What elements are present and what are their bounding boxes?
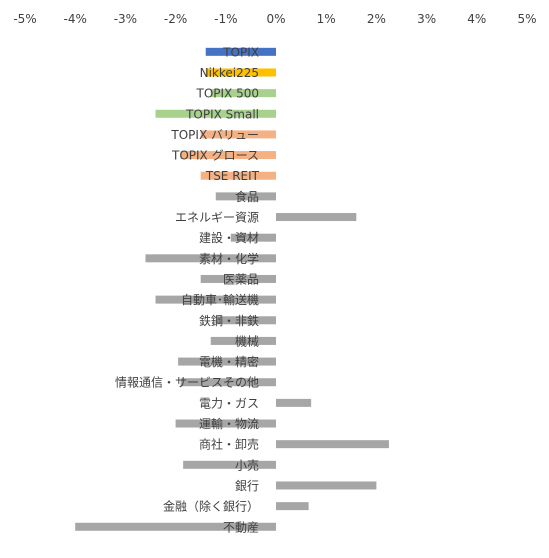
bar bbox=[276, 398, 312, 407]
x-tick-label: -5% bbox=[13, 12, 36, 26]
bar bbox=[215, 192, 276, 201]
bar bbox=[183, 460, 276, 469]
bar bbox=[210, 89, 276, 98]
category-label: 素材・化学 bbox=[199, 251, 259, 266]
category-label: TOPIX Small bbox=[185, 107, 259, 121]
x-tick-label: 1% bbox=[317, 12, 336, 26]
x-tick-label: -1% bbox=[214, 12, 237, 26]
bar bbox=[155, 295, 276, 304]
bar bbox=[200, 171, 276, 180]
x-tick-label: -2% bbox=[164, 12, 187, 26]
x-tick-label: 2% bbox=[367, 12, 386, 26]
category-label: 商社・卸売 bbox=[199, 437, 259, 452]
bars bbox=[75, 47, 389, 531]
category-label: 自動車･輸送機 bbox=[181, 292, 259, 307]
bar bbox=[205, 68, 276, 77]
category-labels: TOPIX Nikkei225 TOPIX 500 TOPIX Small TOPIX … bbox=[115, 45, 260, 534]
x-tick-label: -3% bbox=[114, 12, 137, 26]
bar bbox=[230, 233, 276, 242]
category-label: 建設・資材 bbox=[199, 230, 259, 245]
bar bbox=[210, 336, 276, 345]
category-label: エネルギー資源 bbox=[175, 211, 259, 225]
category-label: 食品 bbox=[235, 189, 259, 204]
category-label: 機械 bbox=[235, 333, 259, 348]
category-label: TOPIX バリュー bbox=[170, 128, 259, 142]
bar bbox=[155, 109, 276, 118]
category-label: 情報通信・サービスその他 bbox=[115, 376, 259, 390]
bar bbox=[180, 378, 276, 387]
x-tick-label: 3% bbox=[417, 12, 436, 26]
category-label: 小売 bbox=[235, 457, 259, 472]
category-label: 不動産 bbox=[223, 519, 259, 534]
category-label: TOPIX 500 bbox=[196, 87, 260, 101]
category-label: Nikkei225 bbox=[200, 66, 259, 80]
bar bbox=[276, 481, 377, 490]
bar bbox=[215, 316, 276, 325]
bar bbox=[205, 47, 276, 56]
bar bbox=[276, 440, 389, 449]
category-label: 医薬品 bbox=[223, 272, 259, 286]
bar bbox=[145, 254, 276, 263]
x-axis-ticks: -5% -4% -3% -2% -1% 0% 1% 2% 3% 4% 5% bbox=[13, 12, 536, 26]
bar bbox=[200, 130, 276, 139]
category-label: TOPIX bbox=[222, 45, 259, 59]
category-label: 電力・ガス bbox=[199, 396, 259, 410]
category-label: 運輸・物流 bbox=[199, 416, 259, 431]
bar bbox=[200, 274, 276, 283]
bar bbox=[276, 213, 357, 222]
category-label: 銀行 bbox=[235, 479, 259, 493]
category-label: 鉄鋼・非鉄 bbox=[199, 313, 259, 328]
x-tick-label: 5% bbox=[517, 12, 536, 26]
x-tick-label: -4% bbox=[64, 12, 87, 26]
bar bbox=[178, 357, 276, 366]
bar bbox=[276, 502, 309, 511]
bar bbox=[175, 419, 276, 428]
category-label: 金融（除く銀行） bbox=[163, 499, 259, 514]
x-tick-label: 0% bbox=[266, 12, 285, 26]
x-tick-label: 4% bbox=[467, 12, 486, 26]
category-label: TSE REIT bbox=[205, 169, 260, 183]
bar bbox=[180, 151, 276, 160]
category-label: 電機・精密 bbox=[199, 354, 259, 369]
bar bbox=[75, 522, 276, 531]
category-label: TOPIX グロース bbox=[171, 149, 259, 163]
